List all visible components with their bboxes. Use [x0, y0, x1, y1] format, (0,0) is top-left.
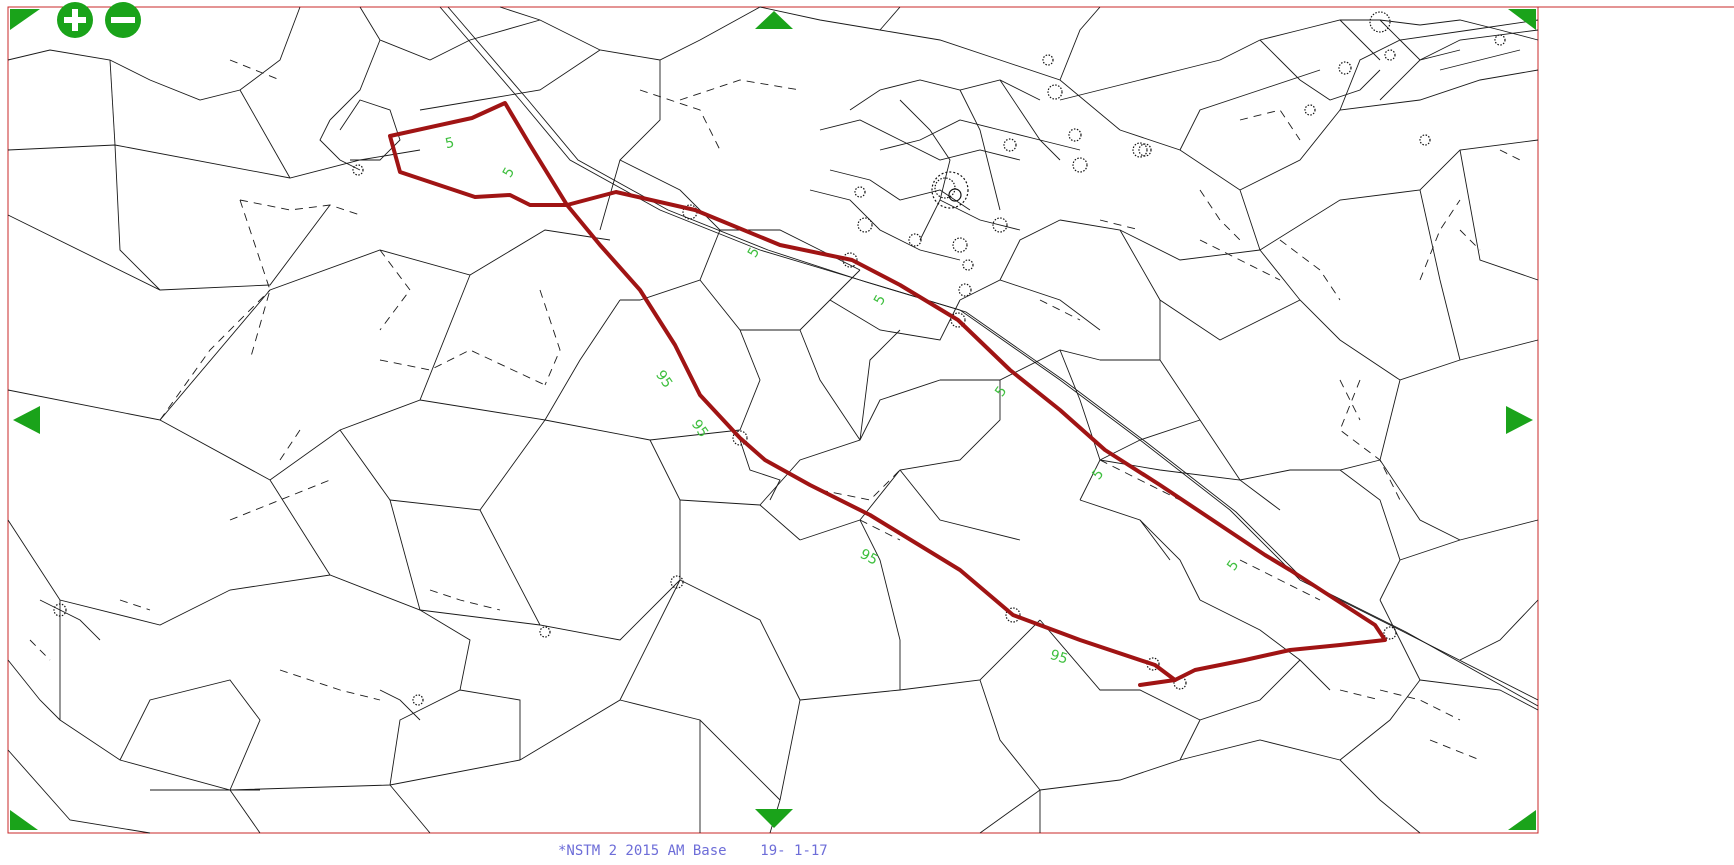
- route-label: 5: [992, 383, 1010, 399]
- zone-connectors: [29, 59, 1521, 761]
- node-cluster: [670, 575, 684, 589]
- route-leg-m95: [565, 203, 1177, 687]
- network-nodes: [53, 11, 1506, 706]
- node-cluster: [962, 259, 974, 271]
- route-label: 5: [1224, 557, 1242, 573]
- scenario-date: 19- 1-17: [760, 843, 828, 859]
- route-label: 95: [652, 367, 675, 391]
- pan-right-button[interactable]: [1506, 406, 1533, 434]
- node-cluster: [952, 237, 968, 253]
- node-cluster: [908, 233, 922, 247]
- node-cluster: [1138, 143, 1152, 157]
- route-label: 95: [857, 546, 880, 568]
- route-label: 95: [1048, 647, 1070, 668]
- pan-up-button[interactable]: [755, 11, 793, 29]
- corner-arrow-top-left-icon[interactable]: [10, 9, 40, 30]
- route-leg-a1: [565, 190, 1387, 682]
- route-leg-loop: [388, 101, 569, 207]
- zoom-out-button[interactable]: [105, 2, 141, 38]
- scenario-name: *NSTM 2 2015 AM Base: [558, 843, 727, 859]
- road-network: [7, 6, 1539, 834]
- node-cluster: [1338, 61, 1352, 75]
- corner-arrow-bottom-left-icon[interactable]: [10, 810, 38, 830]
- node-cluster: [539, 626, 551, 638]
- route-label: 95: [688, 417, 711, 441]
- node-cluster: [1384, 49, 1396, 61]
- node-cluster: [53, 603, 67, 617]
- node-cluster: [732, 430, 748, 446]
- node-cluster: [1042, 54, 1054, 66]
- pan-left-button[interactable]: [13, 406, 40, 434]
- node-cluster: [352, 164, 364, 176]
- node-cluster: [1383, 626, 1397, 640]
- node-cluster: [1132, 142, 1148, 158]
- route-label: 5: [1089, 466, 1107, 483]
- route-label: 5: [500, 165, 518, 181]
- node-cluster: [1005, 607, 1021, 623]
- node-cluster: [1072, 157, 1088, 173]
- scenario-caption: *NSTM 2 2015 AM Base 19- 1-17: [558, 843, 828, 859]
- node-cluster: [412, 694, 424, 706]
- node-cluster: [857, 217, 873, 233]
- node-cluster: [1068, 128, 1082, 142]
- node-cluster: [1369, 11, 1391, 33]
- node-cluster: [1304, 104, 1316, 116]
- node-cluster: [854, 186, 866, 198]
- corner-arrow-top-right-icon[interactable]: [1508, 9, 1536, 30]
- route-labels: 5 5 5 5 5 5 5 95 95 95 95: [444, 135, 1243, 668]
- map-frame-border: [7, 6, 1539, 834]
- node-cluster: [1494, 34, 1506, 46]
- node-cluster: [958, 283, 972, 297]
- node-cluster-city-centre: [931, 171, 969, 209]
- corner-arrow-bottom-right-icon[interactable]: [1508, 810, 1536, 830]
- node-cluster: [1419, 134, 1431, 146]
- node-cluster: [992, 217, 1008, 233]
- zoom-in-button[interactable]: [57, 2, 93, 38]
- selected-route[interactable]: [388, 101, 1387, 687]
- node-cluster: [1003, 138, 1017, 152]
- route-label: 5: [871, 292, 889, 308]
- route-label: 5: [444, 135, 456, 153]
- node-cluster: [1047, 84, 1063, 100]
- pan-down-button[interactable]: [755, 809, 793, 828]
- node-cluster: [950, 312, 966, 328]
- map-controls: [10, 2, 1536, 830]
